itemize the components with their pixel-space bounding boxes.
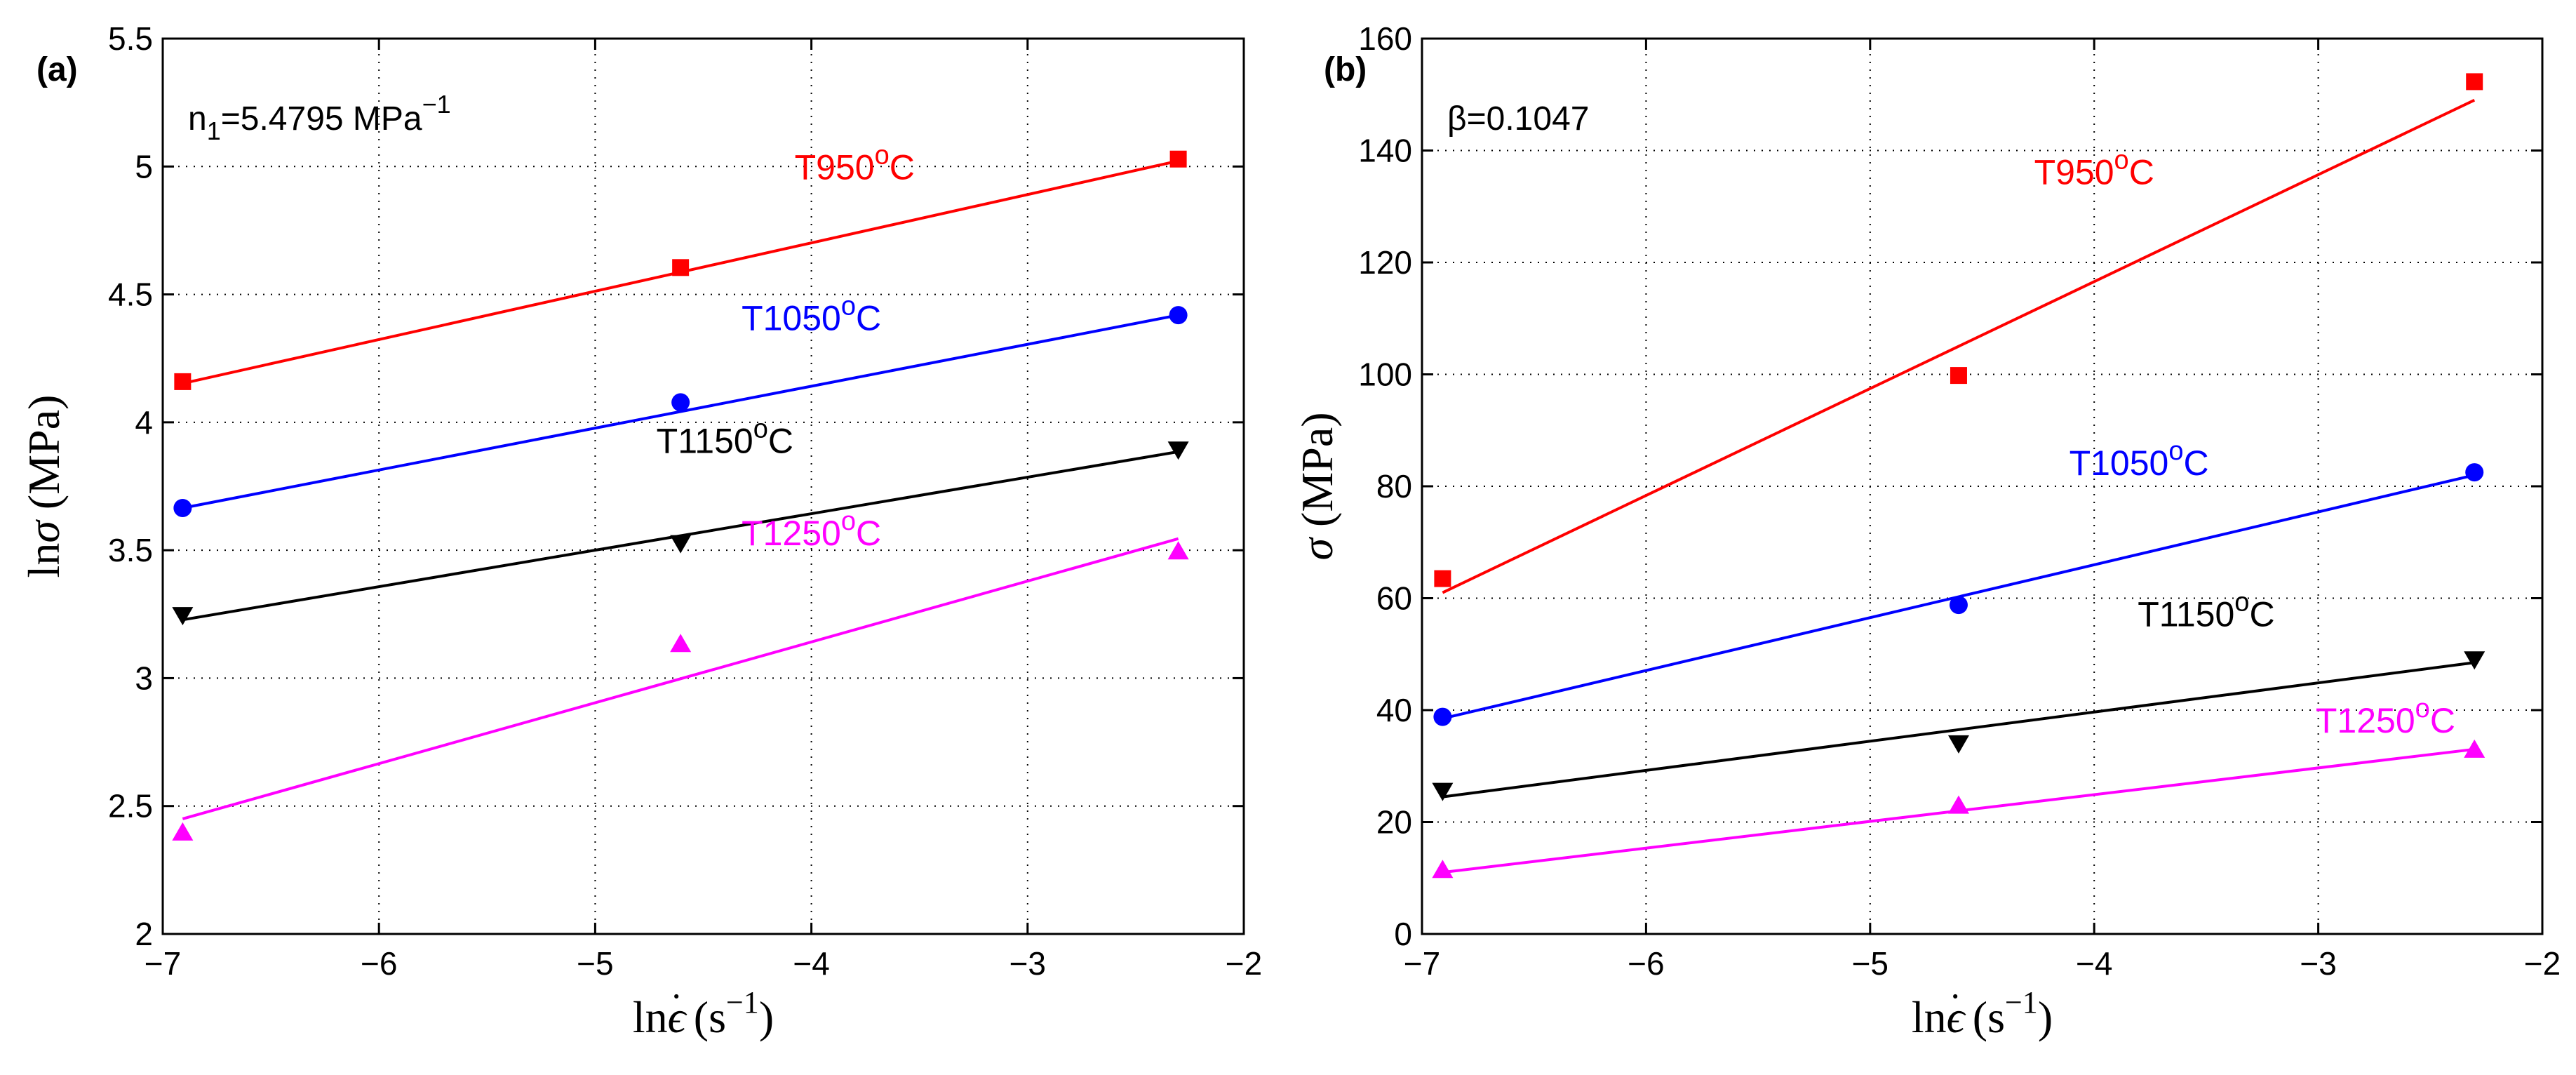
data-point: [1432, 860, 1454, 879]
panel-label: (b): [1324, 51, 1367, 88]
panel-b: −7 −6 −5 −4 −3 −2 0 20 40 60 80 100 120 140 160 lnϵ· (s…: [1292, 20, 2561, 1042]
series-t1150: T1150oC: [1432, 587, 2486, 801]
y-tick-label: 5: [135, 148, 153, 185]
x-tick-label: −3: [2300, 945, 2336, 982]
series-label: T1250oC: [2316, 694, 2455, 740]
x-axis-label: lnϵ· (s−1): [633, 977, 774, 1042]
data-point: [173, 498, 192, 517]
data-point: [172, 822, 194, 841]
x-tick-label: −6: [361, 945, 397, 982]
axes-box: [161, 37, 1245, 935]
series-t1250: T1250oC: [1432, 694, 2486, 879]
series-t1050: T1050oC: [173, 292, 1188, 517]
series-label: T1050oC: [2069, 436, 2209, 483]
data-point: [670, 535, 692, 554]
data-point: [1950, 367, 1967, 385]
annotation: β=0.1047: [1447, 100, 1589, 138]
data-point: [1949, 596, 1968, 615]
data-point: [672, 259, 690, 276]
series-label: T950oC: [795, 141, 915, 187]
x-tick-label: −6: [1628, 945, 1664, 982]
y-axis-label: lnσ (MPa): [19, 395, 69, 578]
series-label: T1050oC: [742, 292, 881, 338]
fit-line: [1442, 98, 2476, 594]
data-point: [174, 373, 192, 390]
x-tick-label: −2: [1226, 945, 1262, 982]
y-tick-label: 4.5: [108, 276, 153, 313]
data-point: [2465, 463, 2484, 482]
y-tick-label: 80: [1376, 468, 1412, 505]
data-point: [1167, 541, 1189, 560]
x-tick-label: −5: [1852, 945, 1889, 982]
data-point: [1432, 782, 1454, 801]
data-point: [1169, 306, 1188, 325]
data-point: [671, 393, 690, 412]
y-axis-label: σ (MPa): [1292, 412, 1342, 560]
y-tick-label: 4: [135, 404, 153, 441]
data-point: [2466, 73, 2483, 91]
x-tick-label: −7: [1404, 945, 1440, 982]
series-t1050: T1050oC: [1433, 436, 2484, 726]
data-point: [1167, 441, 1189, 460]
y-tick-label: 2.5: [108, 788, 153, 824]
data-point: [670, 634, 692, 653]
panel-a: −7 −6 −5 −4 −3 −2 2 2.5 3 3.5 4 4.5 5 5.5 lnϵ· (s−1) ln…: [19, 20, 1262, 1042]
y-tick-label: 2: [135, 916, 153, 952]
fit-line: [182, 537, 1179, 820]
y-tick-label: 140: [1358, 133, 1412, 169]
y-tick-label: 60: [1376, 580, 1412, 617]
series-t1150: T1150oC: [172, 415, 1189, 626]
data-point: [1947, 735, 1969, 754]
x-tick-label: −4: [793, 945, 829, 982]
x-tick-label: −2: [2524, 945, 2561, 982]
series-t950: T950oC: [1434, 73, 2483, 594]
x-axis-label: lnϵ· (s−1): [1912, 977, 2053, 1042]
series-label: T950oC: [2034, 145, 2154, 192]
series-t1250: T1250oC: [172, 507, 1189, 841]
data-point: [2464, 651, 2486, 670]
x-tick-label: −7: [145, 945, 181, 982]
x-tick-label: −5: [577, 945, 613, 982]
y-tick-label: 0: [1394, 916, 1412, 952]
data-point: [1947, 795, 1969, 814]
fit-line: [1442, 661, 2475, 799]
y-tick-label: 160: [1358, 20, 1412, 57]
x-tick-label: −3: [1009, 945, 1046, 982]
series-label: T1150oC: [657, 415, 793, 461]
plot-area: [163, 39, 1244, 934]
annotation: n1=5.4795 MPa−1: [188, 90, 451, 145]
series-t950: T950oC: [174, 141, 1187, 390]
y-tick-label: 3.5: [108, 532, 153, 568]
y-tick-label: 120: [1358, 244, 1412, 281]
x-tick-label: −4: [2076, 945, 2112, 982]
y-tick-label: 3: [135, 660, 153, 696]
data-point: [1434, 570, 1451, 587]
y-tick-label: 40: [1376, 692, 1412, 728]
data-point: [1169, 150, 1187, 168]
plot-area: [1422, 39, 2542, 934]
data-point: [1433, 707, 1452, 726]
series-label: T1150oC: [2138, 587, 2274, 634]
panel-label: (a): [36, 51, 78, 88]
y-tick-label: 20: [1376, 804, 1412, 841]
data-point: [2464, 739, 2486, 758]
series-label: T1250oC: [742, 507, 881, 553]
y-tick-label: 5.5: [108, 20, 153, 57]
fit-line: [182, 314, 1179, 509]
y-tick-label: 100: [1358, 356, 1412, 393]
data-point: [172, 607, 194, 626]
